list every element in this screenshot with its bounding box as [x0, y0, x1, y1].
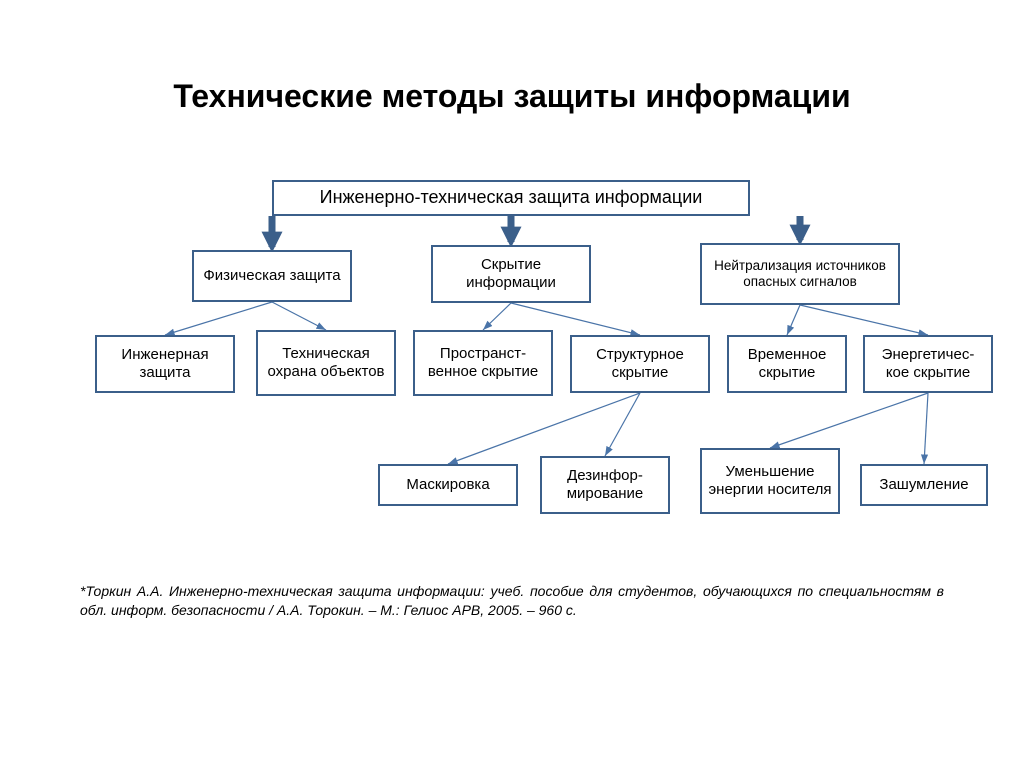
node-l2d: Структурное скрытие: [570, 335, 710, 393]
node-l2e: Временное скрытие: [727, 335, 847, 393]
node-l3a: Маскировка: [378, 464, 518, 506]
node-l1a: Физическая защита: [192, 250, 352, 302]
footnote-citation: *Торкин А.А. Инженерно-техническая защит…: [80, 582, 944, 620]
node-l2c: Пространст-венное скрытие: [413, 330, 553, 396]
node-l2a: Инженерная защита: [95, 335, 235, 393]
node-l3c: Уменьшение энергии носителя: [700, 448, 840, 514]
node-l1b: Скрытие информации: [431, 245, 591, 303]
node-l3d: Зашумление: [860, 464, 988, 506]
node-l2f: Энергетичес-кое скрытие: [863, 335, 993, 393]
node-l1c: Нейтрализация источников опасных сигнало…: [700, 243, 900, 305]
node-l3b: Дезинфор-мирование: [540, 456, 670, 514]
node-l2b: Техническая охрана объектов: [256, 330, 396, 396]
page-title: Технические методы защиты информации: [0, 78, 1024, 115]
node-root: Инженерно-техническая защита информации: [272, 180, 750, 216]
